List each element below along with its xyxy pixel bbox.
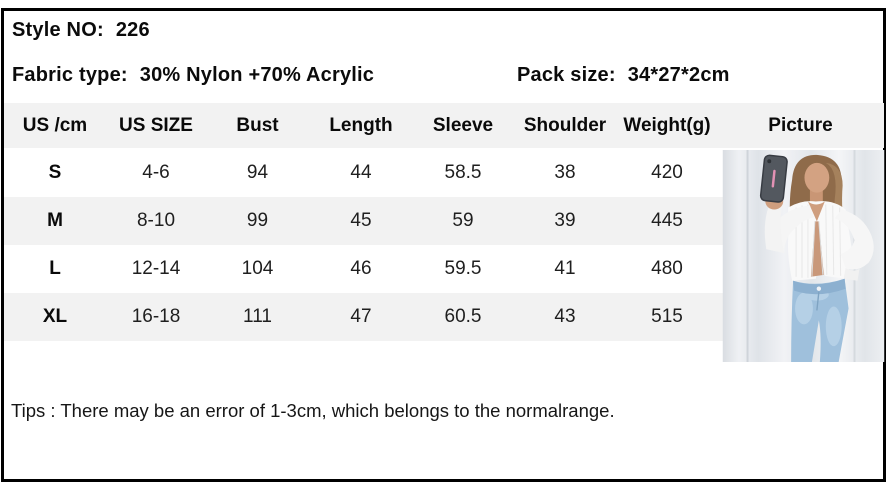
header-us-cm: US /cm: [22, 114, 88, 136]
row-s-shoulder: 38: [554, 161, 576, 183]
row-s-bust: 94: [246, 161, 269, 183]
row-m-sleeve: 59: [452, 210, 474, 231]
header-picture: Picture: [768, 114, 833, 136]
row-s-size: S: [48, 161, 62, 183]
row-xl-length: 47: [350, 306, 372, 327]
row-l-shoulder: 41: [554, 258, 576, 279]
phone-case-script: [771, 169, 776, 188]
zipper-edges: [811, 221, 824, 277]
row-xl-shoulder: 43: [554, 306, 576, 327]
jeans-waistband: [793, 278, 846, 295]
header-weight: Weight(g): [623, 114, 711, 136]
row-s-weight: 420: [651, 161, 683, 183]
row-s-sleeve: 58.5: [444, 161, 482, 183]
pack-size-line: Pack size: 34*27*2cm: [517, 64, 730, 87]
neckline-skin: [807, 201, 825, 222]
style-number-value: 226: [115, 19, 150, 41]
jeans-fly-seam: [816, 291, 820, 311]
row-l-weight: 480: [651, 258, 683, 279]
header-length: Length: [329, 114, 393, 136]
fabric-type-value: 30% Nylon +70% Acrylic: [139, 64, 375, 86]
fabric-type-label: Fabric type:: [12, 64, 128, 86]
row-m-size: M: [47, 210, 63, 231]
pack-size-value: 34*27*2cm: [627, 64, 730, 86]
table-row-l: L 12-14 104 46 59.5 41 480: [4, 245, 884, 293]
table-row-s: S 4-6 94 44 58.5 38 420: [4, 148, 884, 197]
style-number-label: Style NO:: [12, 19, 104, 41]
tips-note: Tips : There may be an error of 1-3cm, w…: [11, 400, 615, 421]
row-m-weight: 445: [651, 210, 683, 231]
row-l-bust: 104: [241, 258, 274, 279]
row-xl-size: XL: [42, 306, 68, 327]
row-xl-us-size: 16-18: [131, 306, 181, 327]
row-m-bust: 99: [246, 210, 269, 231]
row-s-us-size: 4-6: [142, 161, 170, 183]
cardigan-right-sleeve: [834, 209, 874, 270]
row-m-us-size: 8-10: [136, 210, 176, 231]
right-cuff: [843, 267, 860, 281]
row-l-sleeve: 59.5: [444, 258, 482, 279]
row-l-us-size: 12-14: [131, 258, 181, 279]
style-number-line: Style NO: 226: [12, 19, 150, 42]
fabric-type-line: Fabric type: 30% Nylon +70% Acrylic: [12, 64, 374, 87]
row-l-size: L: [49, 258, 61, 279]
left-forearm-sleeve: [764, 205, 785, 254]
row-xl-bust: 111: [243, 306, 272, 327]
pack-size-label: Pack size:: [517, 64, 616, 86]
row-l-length: 46: [350, 258, 372, 279]
header-shoulder: Shoulder: [523, 114, 607, 136]
phone-camera: [767, 159, 772, 164]
header-bust: Bust: [236, 114, 279, 136]
row-m-length: 45: [350, 210, 372, 231]
phone: [759, 154, 788, 203]
model-figure: [759, 154, 874, 362]
row-m-shoulder: 39: [554, 210, 576, 231]
header-us-size: US SIZE: [119, 114, 193, 136]
table-header-row: US /cm US SIZE Bust Length Sleeve Should…: [4, 103, 884, 148]
row-xl-sleeve: 60.5: [444, 306, 482, 327]
product-photo-image: [722, 150, 885, 362]
model-face: [804, 162, 830, 193]
row-s-length: 44: [350, 161, 372, 183]
row-xl-weight: 515: [651, 306, 683, 327]
jeans-button: [816, 286, 822, 291]
header-sleeve: Sleeve: [432, 114, 494, 136]
